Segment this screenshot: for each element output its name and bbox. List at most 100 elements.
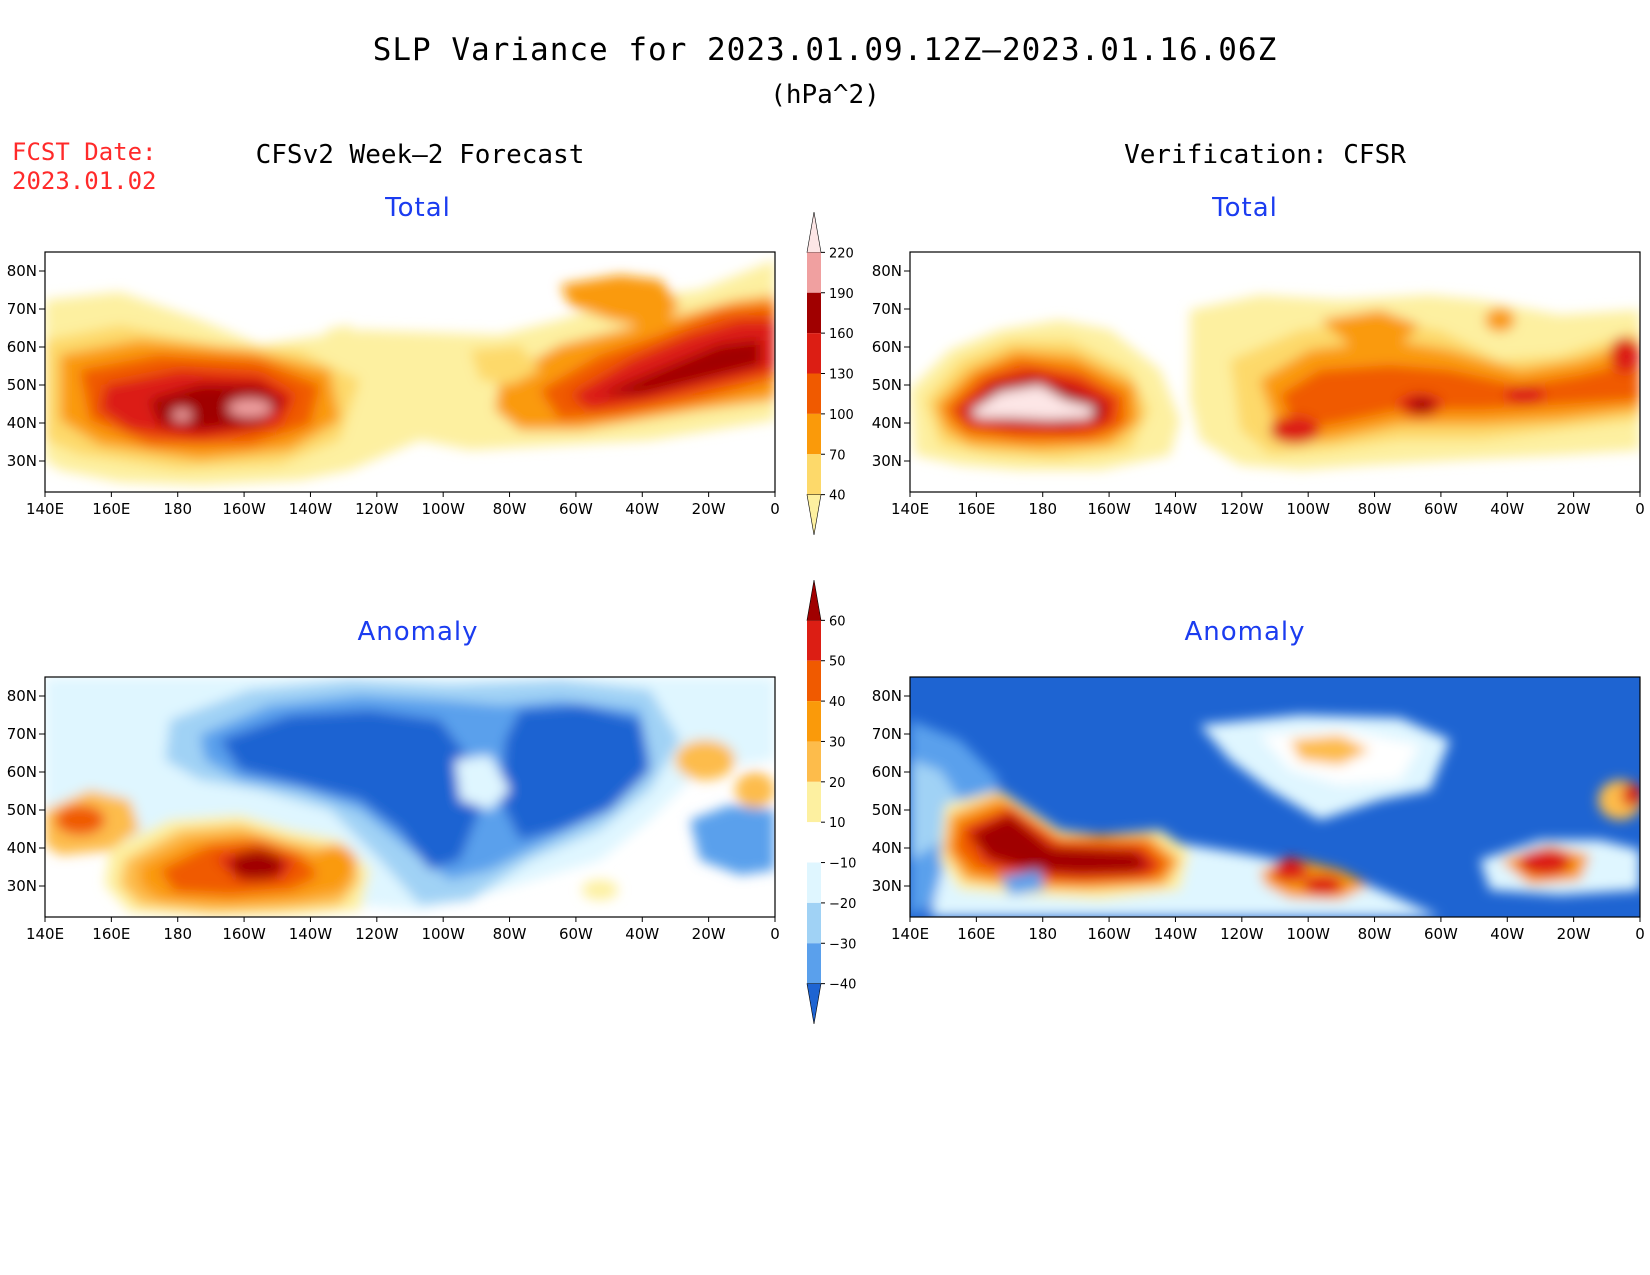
total-colorbar-swatch [807,292,821,334]
verification-total-lon-label: 20W [1557,500,1591,518]
forecast-anomaly-lon-label: 60W [559,925,593,943]
total-colorbar-swatch [806,494,822,536]
forecast-total-lon-label: 20W [692,500,726,518]
forecast-total-map [38,251,776,493]
anomaly-colorbar-label: −20 [829,897,856,912]
forecast-anomaly-lon-label: 140W [289,925,333,943]
verification-total-lat-label: 50N [872,376,902,394]
forecast-anomaly-lon-label: 80W [493,925,527,943]
colorbars: 220 190 160 130 100 70 40 60 50 40 30 20 10 −10 −20 −30… [806,211,856,1025]
forecast-total-lon-label: 0 [770,500,780,518]
forecast-total-lon-label: 160W [222,500,266,518]
forecast-anomaly-lon-label: 160E [92,925,130,943]
verification-total-lon-label: 60W [1424,500,1458,518]
anomaly-colorbar-swatch [807,741,821,782]
verification-anomaly-title: Anomaly [1184,617,1306,647]
anomaly-colorbar-label: 20 [829,776,846,791]
anomaly-colorbar-swatch [807,943,821,984]
total-colorbar-label: 130 [829,368,854,383]
anomaly-colorbar-swatch [807,660,821,702]
total-colorbar-label: 220 [829,246,854,261]
forecast-total-lat-label: 50N [7,376,37,394]
forecast-anomaly-lon-label: 120W [355,925,399,943]
anomaly-colorbar-label: −40 [829,978,856,993]
anomaly-colorbar-label: 10 [829,816,846,831]
total-colorbar-swatch [807,454,821,495]
verification-total-lat-label: 70N [872,300,902,318]
verification-anomaly-lon-label: 160W [1087,925,1131,943]
anomaly-colorbar-swatch [807,822,821,863]
anomaly-colorbar-label: 30 [829,735,846,750]
verification-anomaly-lon-label: 40W [1490,925,1524,943]
forecast-anomaly-lat-label: 40N [7,839,37,857]
verification-anomaly-lon-label: 180 [1028,925,1057,943]
anomaly-colorbar-label: 50 [829,655,846,670]
verification-anomaly-lon-label: 60W [1424,925,1458,943]
anomaly-colorbar-swatch [807,620,821,661]
forecast-anomaly-lon-label: 20W [692,925,726,943]
forecast-anomaly-lon-label: 160W [222,925,266,943]
verification-anomaly-lat-label: 30N [872,877,902,895]
figure-units: (hPa^2) [770,80,880,110]
total-colorbar-swatch [807,333,821,374]
forecast-date-value: 2023.01.02 [12,167,157,195]
verification-anomaly-lat-label: 50N [872,801,902,819]
verification-total-lon-label: 160W [1087,500,1131,518]
forecast-anomaly-lat-label: 50N [7,801,37,819]
verification-total-lat-label: 60N [872,338,902,356]
verification-anomaly-lat-label: 40N [872,839,902,857]
forecast-anomaly-lat-label: 30N [7,877,37,895]
verification-anomaly-lon-label: 20W [1557,925,1591,943]
verification-total-lon-label: 80W [1358,500,1392,518]
verification-total-lon-label: 180 [1028,500,1057,518]
forecast-total-lon-label: 80W [493,500,527,518]
verification-anomaly-lon-label: 120W [1220,925,1264,943]
verification-total-lat-label: 80N [872,262,902,280]
verification-anomaly-lat-label: 60N [872,763,902,781]
forecast-anomaly-map [38,676,776,918]
forecast-total-lat-label: 70N [7,300,37,318]
total-colorbar-label: 190 [829,287,854,302]
forecast-date-label: FCST Date: [12,138,157,166]
forecast-total-title: Total [385,193,451,223]
anomaly-colorbar-swatch [807,902,821,944]
forecast-total-lon-label: 120W [355,500,399,518]
axis-labels: 80N 70N 60N 50N 40N 30N 140E 160E 180 160W 140W 120… [7,262,1645,943]
verification-anomaly-lon-label: 160E [957,925,995,943]
anomaly-colorbar-label: −30 [829,937,856,952]
anomaly-colorbar-swatch [807,781,821,823]
forecast-total-lat-label: 60N [7,338,37,356]
anomaly-colorbar-label: 40 [829,695,846,710]
verification-total-lon-label: 160E [957,500,995,518]
forecast-total-lon-label: 160E [92,500,130,518]
verification-total-lon-label: 140W [1154,500,1198,518]
forecast-total-lon-label: 100W [421,500,465,518]
total-colorbar-swatch [807,413,821,455]
forecast-total-lat-label: 30N [7,452,37,470]
forecast-total-lon-label: 40W [625,500,659,518]
forecast-anomaly-lat-label: 80N [7,687,37,705]
total-colorbar-swatch [807,373,821,414]
forecast-total-lon-label: 60W [559,500,593,518]
anomaly-colorbar-swatch [807,862,821,903]
verification-total-lon-label: 100W [1286,500,1330,518]
verification-anomaly-lon-label: 140E [891,925,929,943]
verification-anomaly-map [903,676,1641,918]
verification-total-lon-label: 0 [1635,500,1645,518]
forecast-total-lat-label: 80N [7,262,37,280]
verification-anomaly-lat-label: 70N [872,725,902,743]
verification-total-lon-label: 140E [891,500,929,518]
verification-anomaly-lon-label: 140W [1154,925,1198,943]
total-colorbar-swatch [806,211,822,253]
verification-total-lat-label: 40N [872,414,902,432]
forecast-anomaly-lon-label: 0 [770,925,780,943]
forecast-anomaly-lat-label: 70N [7,725,37,743]
verification-total-lon-label: 40W [1490,500,1524,518]
verification-anomaly-lat-label: 80N [872,687,902,705]
forecast-anomaly-lat-label: 60N [7,763,37,781]
forecast-anomaly-lon-label: 100W [421,925,465,943]
forecast-total-lon-label: 140W [289,500,333,518]
verification-total-title: Total [1212,193,1278,223]
verification-anomaly-lon-label: 80W [1358,925,1392,943]
